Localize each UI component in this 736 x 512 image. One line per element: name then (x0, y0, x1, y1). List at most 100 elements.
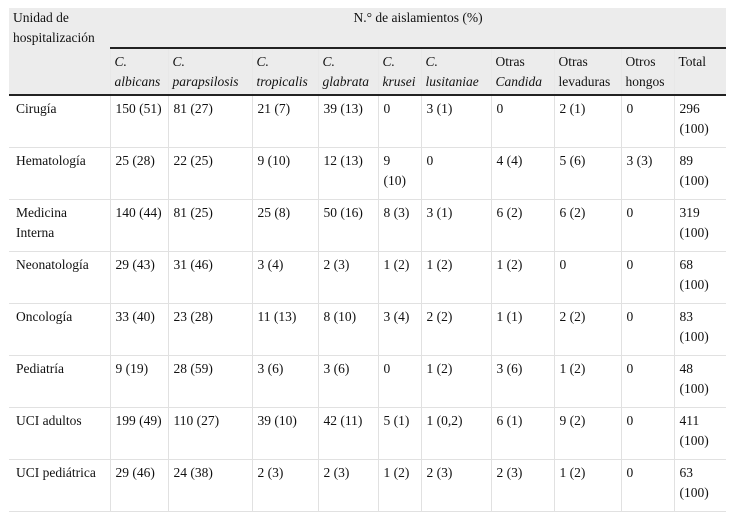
value-cell: 12 (13) (317, 147, 378, 200)
value-cell: 1 (1) (490, 303, 554, 356)
column-header: C. lusitaniae (420, 47, 491, 95)
unit-column-header-spacer (9, 48, 110, 95)
value-cell: 48 (100) (673, 355, 727, 408)
table-row: Cirugía 150 (51) 81 (27) 21 (7) 39 (13) 0 3 (1… (9, 94, 727, 148)
value-cell: 81 (27) (167, 94, 252, 148)
unit-cell: Oncología (9, 303, 110, 356)
column-header-line2: lusitaniae (425, 74, 479, 89)
column-header-line1: Total (678, 54, 707, 69)
isolates-table: Unidad de hospitalización N.° de aislami… (9, 8, 727, 512)
column-header-line2: hongos (625, 74, 665, 89)
column-header-line2: krusei (382, 74, 416, 89)
value-cell: 28 (59) (167, 355, 252, 408)
value-cell: 0 (620, 355, 674, 408)
value-cell: 6 (1) (490, 407, 554, 460)
header-row-species: C. albicans C. parapsilosis C. tropicalis C. gl… (9, 47, 727, 95)
value-cell: 0 (620, 251, 674, 304)
value-cell: 2 (2) (420, 303, 491, 356)
value-cell: 11 (13) (251, 303, 318, 356)
value-cell: 1 (2) (490, 251, 554, 304)
column-header-line2: albicans (114, 74, 161, 89)
table-row: UCI pediátrica 29 (46) 24 (38) 2 (3) 2 (3) 1 … (9, 459, 727, 512)
value-cell: 9 (19) (109, 355, 168, 408)
value-cell: 0 (420, 147, 491, 200)
column-header-line1: C. (172, 54, 185, 69)
value-cell: 39 (13) (317, 94, 378, 148)
value-cell: 2 (2) (553, 303, 621, 356)
value-cell: 63 (100) (673, 459, 727, 512)
value-cell: 68 (100) (673, 251, 727, 304)
value-cell: 4 (4) (490, 147, 554, 200)
unit-cell: Medicina Interna (9, 199, 110, 252)
table-header: Unidad de hospitalización N.° de aislami… (9, 8, 727, 95)
value-cell: 81 (25) (167, 199, 252, 252)
unit-cell: Hematología (9, 147, 110, 200)
column-header: C. tropicalis (251, 47, 318, 95)
value-cell: 23 (28) (167, 303, 252, 356)
value-cell: 1 (2) (553, 459, 621, 512)
value-cell: 1 (0,2) (420, 407, 491, 460)
value-cell: 0 (620, 407, 674, 460)
value-cell: 3 (1) (420, 94, 491, 148)
value-cell: 0 (490, 94, 554, 148)
value-cell: 5 (6) (553, 147, 621, 200)
column-header: Total (673, 47, 727, 95)
isolates-group-header: N.° de aislamientos (%) (110, 8, 727, 48)
column-header-line2: Candida (495, 74, 543, 89)
value-cell: 3 (4) (251, 251, 318, 304)
value-cell: 3 (6) (317, 355, 378, 408)
value-cell: 9 (2) (553, 407, 621, 460)
value-cell: 42 (11) (317, 407, 378, 460)
column-header-line2: parapsilosis (172, 74, 239, 89)
value-cell: 9 (10) (377, 147, 421, 200)
column-header: Otras levaduras (553, 47, 621, 95)
value-cell: 3 (3) (620, 147, 674, 200)
value-cell: 110 (27) (167, 407, 252, 460)
value-cell: 0 (620, 303, 674, 356)
column-header: Otros hongos (620, 47, 674, 95)
column-header-line1: Otras (558, 54, 588, 69)
value-cell: 6 (2) (490, 199, 554, 252)
column-header-line1: C. (322, 54, 335, 69)
table-row: Medicina Interna 140 (44) 81 (25) 25 (8) 50 … (9, 199, 727, 252)
column-header: C. parapsilosis (167, 47, 252, 95)
column-header-line1: C. (114, 54, 127, 69)
value-cell: 2 (3) (317, 251, 378, 304)
table-row: UCI adultos 199 (49) 110 (27) 39 (10) 42 (11… (9, 407, 727, 460)
value-cell: 25 (28) (109, 147, 168, 200)
value-cell: 296 (100) (673, 94, 727, 148)
unit-cell: UCI pediátrica (9, 459, 110, 512)
value-cell: 2 (3) (420, 459, 491, 512)
value-cell: 3 (4) (377, 303, 421, 356)
table-row: Neonatología 29 (43) 31 (46) 3 (4) 2 (3) 1 (2… (9, 251, 727, 304)
value-cell: 83 (100) (673, 303, 727, 356)
unit-cell: Cirugía (9, 94, 110, 148)
value-cell: 319 (100) (673, 199, 727, 252)
table-row: Pediatría 9 (19) 28 (59) 3 (6) 3 (6) 0 1 (2) 3 … (9, 355, 727, 408)
value-cell: 24 (38) (167, 459, 252, 512)
value-cell: 0 (620, 459, 674, 512)
column-header-line1: C. (256, 54, 269, 69)
value-cell: 22 (25) (167, 147, 252, 200)
value-cell: 2 (3) (251, 459, 318, 512)
table-row: Oncología 33 (40) 23 (28) 11 (13) 8 (10) 3 (4… (9, 303, 727, 356)
column-header-line1: C. (425, 54, 438, 69)
value-cell: 33 (40) (109, 303, 168, 356)
value-cell: 1 (2) (553, 355, 621, 408)
value-cell: 29 (43) (109, 251, 168, 304)
column-header-line1: Otras (495, 54, 525, 69)
value-cell: 1 (2) (420, 355, 491, 408)
column-header-line2: glabrata (322, 74, 370, 89)
value-cell: 6 (2) (553, 199, 621, 252)
value-cell: 199 (49) (109, 407, 168, 460)
unit-cell: Pediatría (9, 355, 110, 408)
column-header-line1: Otros (625, 54, 656, 69)
header-row-top: Unidad de hospitalización N.° de aislami… (9, 8, 727, 48)
value-cell: 29 (46) (109, 459, 168, 512)
value-cell: 0 (377, 355, 421, 408)
value-cell: 1 (2) (420, 251, 491, 304)
value-cell: 2 (1) (553, 94, 621, 148)
value-cell: 3 (6) (251, 355, 318, 408)
value-cell: 8 (10) (317, 303, 378, 356)
value-cell: 411 (100) (673, 407, 727, 460)
